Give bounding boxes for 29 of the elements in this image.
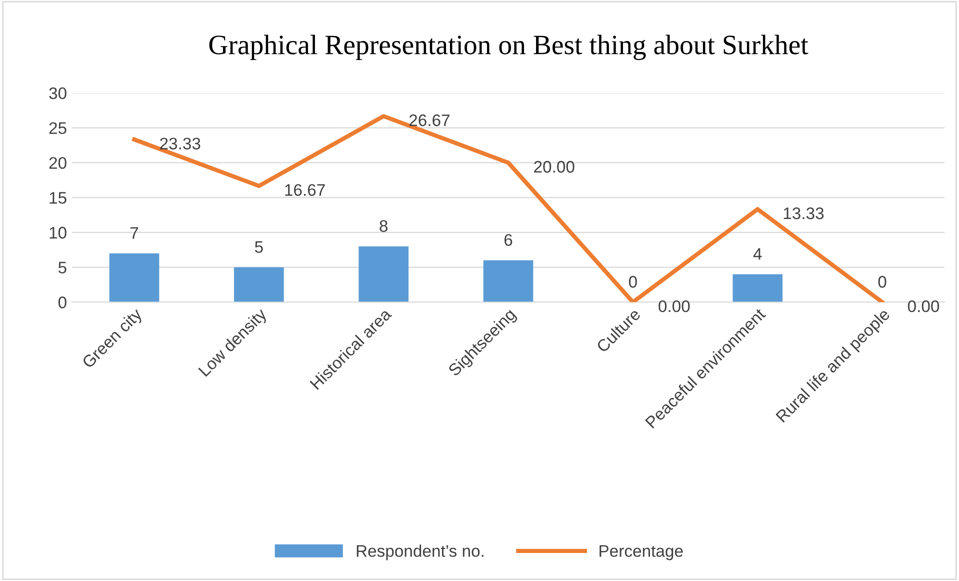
data-label: 0 — [878, 276, 886, 288]
bar — [109, 253, 160, 302]
data-label: 13.33 — [784, 207, 824, 220]
data-label: 7 — [130, 227, 138, 239]
data-label: 0.00 — [908, 300, 940, 312]
y-tick-label: 25 — [49, 122, 66, 134]
bar — [358, 246, 409, 302]
legend-label: Percentage — [600, 545, 683, 560]
data-label: 0.00 — [658, 300, 690, 312]
bar — [483, 260, 534, 302]
data-label: 0 — [628, 276, 637, 288]
y-tick-label: 30 — [49, 87, 66, 100]
data-label: 5 — [254, 241, 263, 253]
data-label: 26.67 — [409, 114, 450, 126]
bar — [732, 274, 783, 302]
legend-label: Respondent’s no. — [356, 544, 484, 560]
bar — [234, 267, 284, 302]
data-label: 6 — [504, 234, 512, 246]
y-tick-label: 5 — [58, 262, 66, 274]
data-label: 8 — [380, 220, 388, 232]
y-tick-label: 15 — [50, 192, 66, 204]
data-label: 16.67 — [285, 184, 325, 196]
y-tick-label: 0 — [58, 296, 66, 308]
data-label: 4 — [753, 248, 762, 260]
y-tick-label: 10 — [50, 226, 66, 239]
y-tick-label: 20 — [49, 157, 66, 169]
data-label: 20.00 — [534, 160, 574, 173]
data-label: 23.33 — [160, 138, 200, 150]
chart-title: Graphical Representation on Best thing about Surkhet — [209, 34, 808, 60]
